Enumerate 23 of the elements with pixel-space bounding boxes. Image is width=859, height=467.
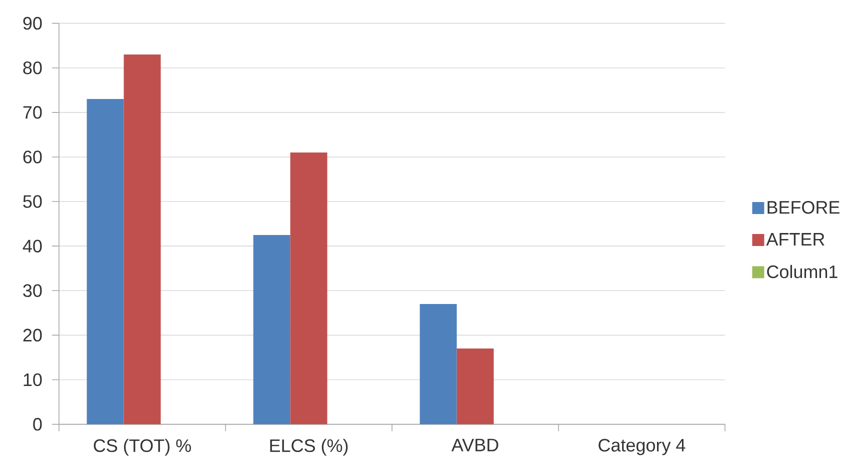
y-tick-label: 20 <box>23 328 42 342</box>
y-tick-label: 40 <box>22 240 42 252</box>
x-tick-label: ELCS (%) <box>270 438 348 456</box>
legend-label: AFTER <box>766 233 824 246</box>
legend-label: BEFORE <box>768 200 840 214</box>
legend-label: Column1 <box>767 264 838 278</box>
y-tick-label: 80 <box>23 61 42 74</box>
x-tick-label: CS (TOT) % <box>94 438 191 456</box>
bar <box>124 54 161 424</box>
bar <box>456 348 494 424</box>
bar <box>290 152 328 424</box>
y-tick-label: 90 <box>23 16 42 30</box>
y-tick-label: 30 <box>23 284 42 298</box>
y-tick-label: 0 <box>33 418 42 431</box>
bar <box>253 234 290 424</box>
y-tick-label: 60 <box>23 150 42 164</box>
bar <box>86 99 124 424</box>
y-tick-label: 50 <box>23 195 42 208</box>
y-tick-label: 70 <box>23 106 42 119</box>
x-tick-label: AVBD <box>451 438 498 452</box>
bar <box>420 304 457 424</box>
x-tick-label: Category 4 <box>598 438 686 456</box>
y-tick-label: 10 <box>24 373 42 386</box>
